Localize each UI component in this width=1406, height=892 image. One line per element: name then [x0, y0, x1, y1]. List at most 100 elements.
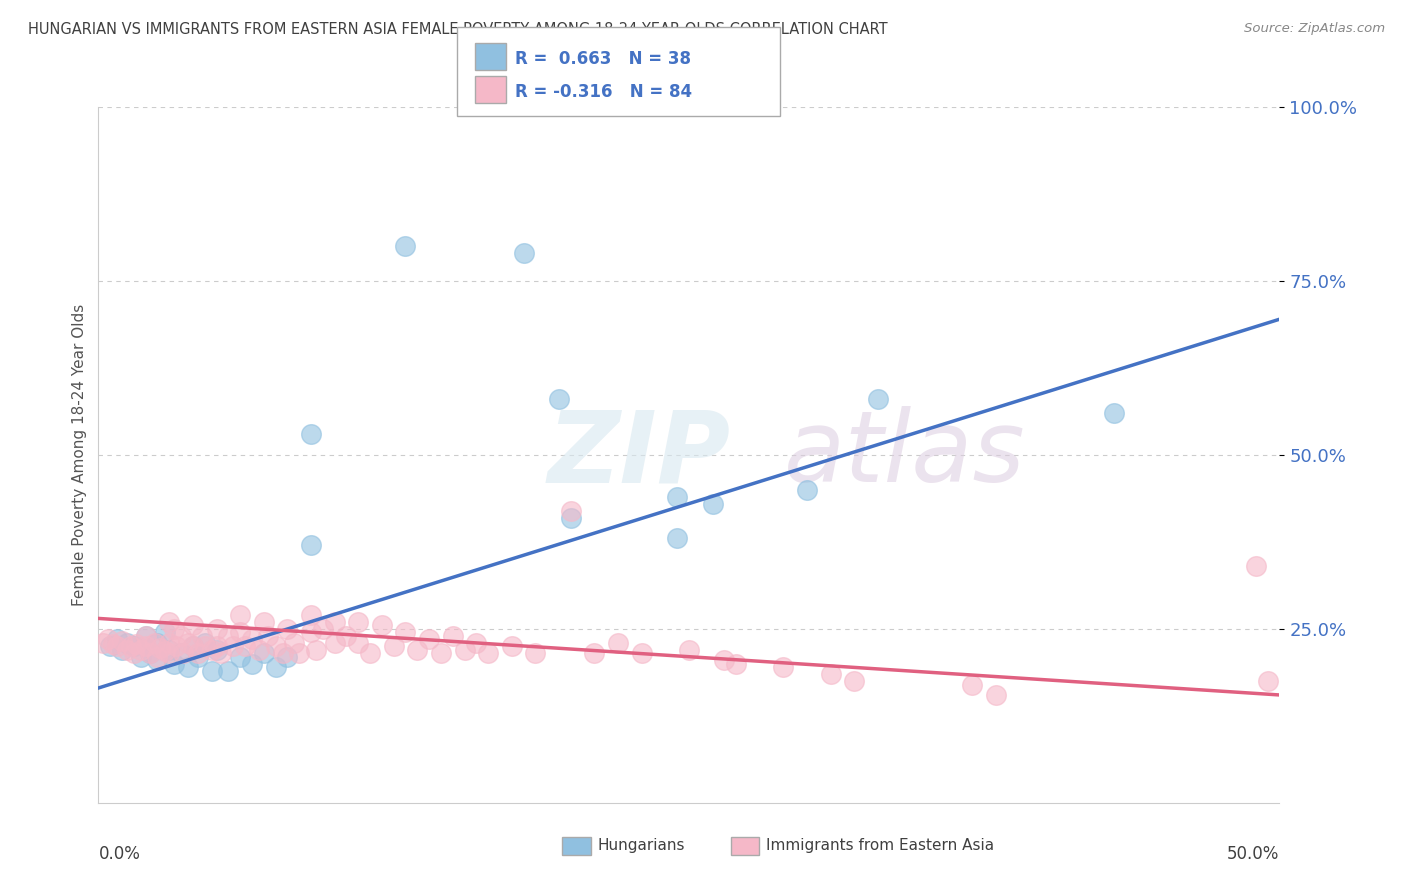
Text: atlas: atlas — [783, 407, 1025, 503]
Point — [153, 644, 176, 658]
Point — [271, 646, 294, 660]
Point — [335, 629, 357, 643]
Point — [453, 642, 475, 657]
Point — [264, 639, 287, 653]
Point — [441, 629, 464, 643]
Point — [796, 483, 818, 497]
Point — [111, 642, 134, 657]
Point — [630, 646, 652, 660]
Point — [122, 646, 145, 660]
Point — [157, 642, 180, 657]
Point — [115, 642, 138, 657]
Point — [91, 636, 114, 650]
Point — [666, 490, 689, 504]
Point — [122, 639, 145, 653]
Point — [276, 649, 298, 664]
Point — [512, 246, 534, 260]
Point — [257, 629, 280, 643]
Point — [229, 607, 252, 622]
Point — [229, 625, 252, 640]
Point — [713, 653, 735, 667]
Point — [430, 646, 453, 660]
Point — [264, 660, 287, 674]
Point — [276, 622, 298, 636]
Text: Immigrants from Eastern Asia: Immigrants from Eastern Asia — [766, 838, 994, 853]
Point — [347, 636, 370, 650]
Point — [288, 646, 311, 660]
Point — [323, 615, 346, 629]
Point — [1257, 674, 1279, 689]
Point — [702, 497, 724, 511]
Text: HUNGARIAN VS IMMIGRANTS FROM EASTERN ASIA FEMALE POVERTY AMONG 18-24 YEAR OLDS C: HUNGARIAN VS IMMIGRANTS FROM EASTERN ASI… — [28, 22, 887, 37]
Point — [101, 637, 124, 651]
Point — [240, 657, 263, 671]
Text: Hungarians: Hungarians — [598, 838, 685, 853]
Point — [163, 622, 186, 636]
Point — [187, 649, 209, 664]
Point — [181, 639, 204, 653]
Point — [253, 646, 276, 660]
Point — [121, 639, 143, 653]
Point — [187, 646, 209, 660]
Point — [135, 629, 157, 643]
Point — [299, 427, 322, 442]
Point — [98, 639, 121, 653]
Point — [205, 622, 228, 636]
Point — [194, 636, 217, 650]
Point — [149, 641, 172, 656]
Point — [844, 674, 866, 689]
Point — [205, 639, 228, 653]
Point — [135, 629, 157, 643]
Point — [347, 615, 370, 629]
Point — [115, 636, 138, 650]
Point — [524, 646, 547, 660]
Text: Source: ZipAtlas.com: Source: ZipAtlas.com — [1244, 22, 1385, 36]
Point — [394, 239, 416, 253]
Point — [477, 646, 499, 660]
Point — [146, 653, 169, 667]
Point — [229, 649, 252, 664]
Point — [181, 618, 204, 632]
Text: R =  0.663   N = 38: R = 0.663 N = 38 — [515, 50, 690, 68]
Point — [129, 649, 152, 664]
Point — [560, 510, 582, 524]
Point — [194, 639, 217, 653]
Point — [209, 646, 232, 660]
Point — [866, 392, 889, 407]
Point — [299, 607, 322, 622]
Point — [191, 629, 214, 643]
Point — [146, 649, 169, 664]
Point — [139, 646, 162, 660]
Point — [105, 639, 128, 653]
Point — [359, 646, 381, 660]
Point — [465, 636, 488, 650]
Point — [157, 646, 180, 660]
Point — [157, 615, 180, 629]
Point — [165, 639, 187, 653]
Point — [406, 642, 429, 657]
Point — [157, 636, 180, 650]
Point — [1244, 559, 1267, 574]
Point — [984, 688, 1007, 702]
Point — [177, 636, 200, 650]
Point — [97, 632, 120, 647]
Point — [172, 646, 194, 660]
Point — [394, 625, 416, 640]
Point — [233, 639, 256, 653]
Point — [201, 642, 224, 657]
Point — [583, 646, 606, 660]
Point — [560, 503, 582, 517]
Point — [139, 646, 162, 660]
Point — [205, 642, 228, 657]
Point — [820, 667, 842, 681]
Point — [170, 629, 193, 643]
Point — [217, 664, 239, 678]
Point — [962, 677, 984, 691]
Point — [305, 642, 328, 657]
Point — [240, 632, 263, 647]
Point — [217, 629, 239, 643]
Text: 0.0%: 0.0% — [98, 845, 141, 863]
Text: ZIP: ZIP — [547, 407, 730, 503]
Point — [501, 639, 523, 653]
Point — [607, 636, 630, 650]
